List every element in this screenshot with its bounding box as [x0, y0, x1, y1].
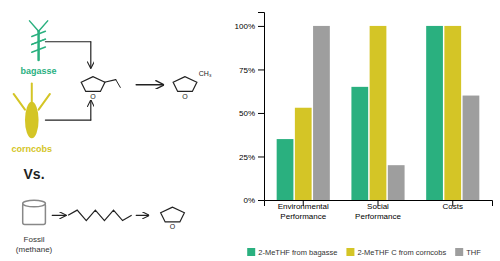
bar-series: [295, 26, 461, 200]
legend: 2-MeTHF from bagasse 2-MeTHF C from cornc…: [247, 248, 481, 257]
bars: [277, 26, 480, 200]
schematic-line: [104, 80, 115, 83]
schematic-line: [32, 31, 46, 36]
annotation: O: [182, 92, 188, 99]
y-tick-label: 100%: [235, 22, 255, 31]
y-tick-label: 50%: [239, 109, 255, 118]
schematic-line: [116, 80, 121, 88]
y-tick-label: 25%: [239, 153, 255, 162]
annotation: corncobs: [12, 145, 53, 155]
y-tick: 100%: [235, 22, 264, 31]
bar-series: [313, 26, 479, 200]
corncob-icon: [25, 102, 39, 139]
annotation: O: [170, 223, 176, 230]
schematic-line: [39, 94, 50, 110]
legend-label: THF: [466, 248, 481, 257]
bar: [444, 26, 461, 200]
x-tick-label: SocialPerformance: [355, 202, 401, 221]
y-axis: 0% 25% 50% 75% 100%: [235, 13, 265, 206]
annotation: Vs.: [24, 166, 45, 182]
schematic-line: [32, 47, 46, 52]
schematic-line: [30, 21, 39, 31]
y-tick-mark: [258, 156, 264, 157]
y-tick-mark: [258, 69, 264, 70]
bar-chart: 0% 25% 50% 75% 100% EnvironmentalPerformance S…: [235, 13, 493, 221]
methf-ring: [173, 77, 197, 92]
legend-item: THF: [455, 248, 481, 257]
schematic-arrow: [52, 215, 66, 216]
legend-item: 2-MeTHF C from corncobs: [346, 248, 446, 257]
schematic-line: [37, 31, 40, 60]
y-tick: 0%: [243, 196, 264, 205]
legend-label: 2-MeTHF from bagasse: [258, 248, 337, 257]
y-tick: 50%: [239, 109, 264, 118]
legend-label: 2-MeTHF C from corncobs: [357, 248, 446, 257]
schematic-line: [39, 21, 48, 31]
bar: [370, 26, 387, 200]
drum-icon: [23, 200, 46, 207]
y-axis-line: [258, 13, 265, 201]
y-tick-mark: [258, 200, 264, 201]
x-tick: Costs: [443, 200, 463, 211]
x-tick: EnvironmentalPerformance: [278, 200, 329, 221]
legend-swatch: [455, 248, 463, 256]
x-axis: EnvironmentalPerformance SocialPerformanc…: [265, 200, 493, 221]
bar: [463, 96, 480, 200]
annotation: Fossil(methane): [16, 235, 53, 254]
x-tick: SocialPerformance: [355, 200, 401, 221]
schematic-line: [32, 39, 46, 44]
furfural-ring: [81, 77, 105, 92]
legend-swatch: [247, 248, 255, 256]
chart: bagasse corncobs Vs. Fossil(methane) O O CH₃ O 0…: [0, 0, 500, 261]
schematic-arrow: [136, 215, 148, 216]
schematic-line: [32, 39, 46, 44]
y-tick-mark: [258, 113, 264, 114]
bar-series: [277, 26, 443, 200]
y-tick-label: 75%: [239, 66, 255, 75]
annotation: CH₃: [199, 70, 212, 77]
schematic-line: [45, 119, 90, 120]
bar: [426, 26, 443, 200]
schematic-line: [31, 84, 33, 102]
schematic-arrow: [90, 100, 91, 120]
schematic-line: [14, 94, 25, 110]
x-tick-label: Costs: [443, 202, 463, 211]
legend-swatch: [346, 248, 354, 256]
bar: [388, 165, 405, 200]
carbon-chain: [68, 210, 132, 220]
annotation: bagasse: [21, 66, 57, 76]
bar: [313, 26, 330, 200]
legend-item: 2-MeTHF from bagasse: [247, 248, 337, 257]
thf-ring: [161, 207, 185, 222]
bar: [295, 108, 312, 200]
y-tick-mark: [258, 26, 264, 27]
annotation: O: [90, 92, 96, 99]
schematic-arrow: [136, 84, 163, 86]
schematic: bagasse corncobs Vs. Fossil(methane) O O CH₃ O: [12, 21, 212, 254]
y-tick: 25%: [239, 153, 264, 162]
schematic-arrow: [90, 42, 91, 68]
x-tick-label: EnvironmentalPerformance: [278, 202, 329, 221]
bar: [351, 87, 368, 200]
y-tick: 75%: [239, 66, 264, 75]
schematic-line: [45, 41, 90, 42]
y-tick-label: 0%: [243, 196, 255, 205]
bar: [277, 139, 294, 200]
